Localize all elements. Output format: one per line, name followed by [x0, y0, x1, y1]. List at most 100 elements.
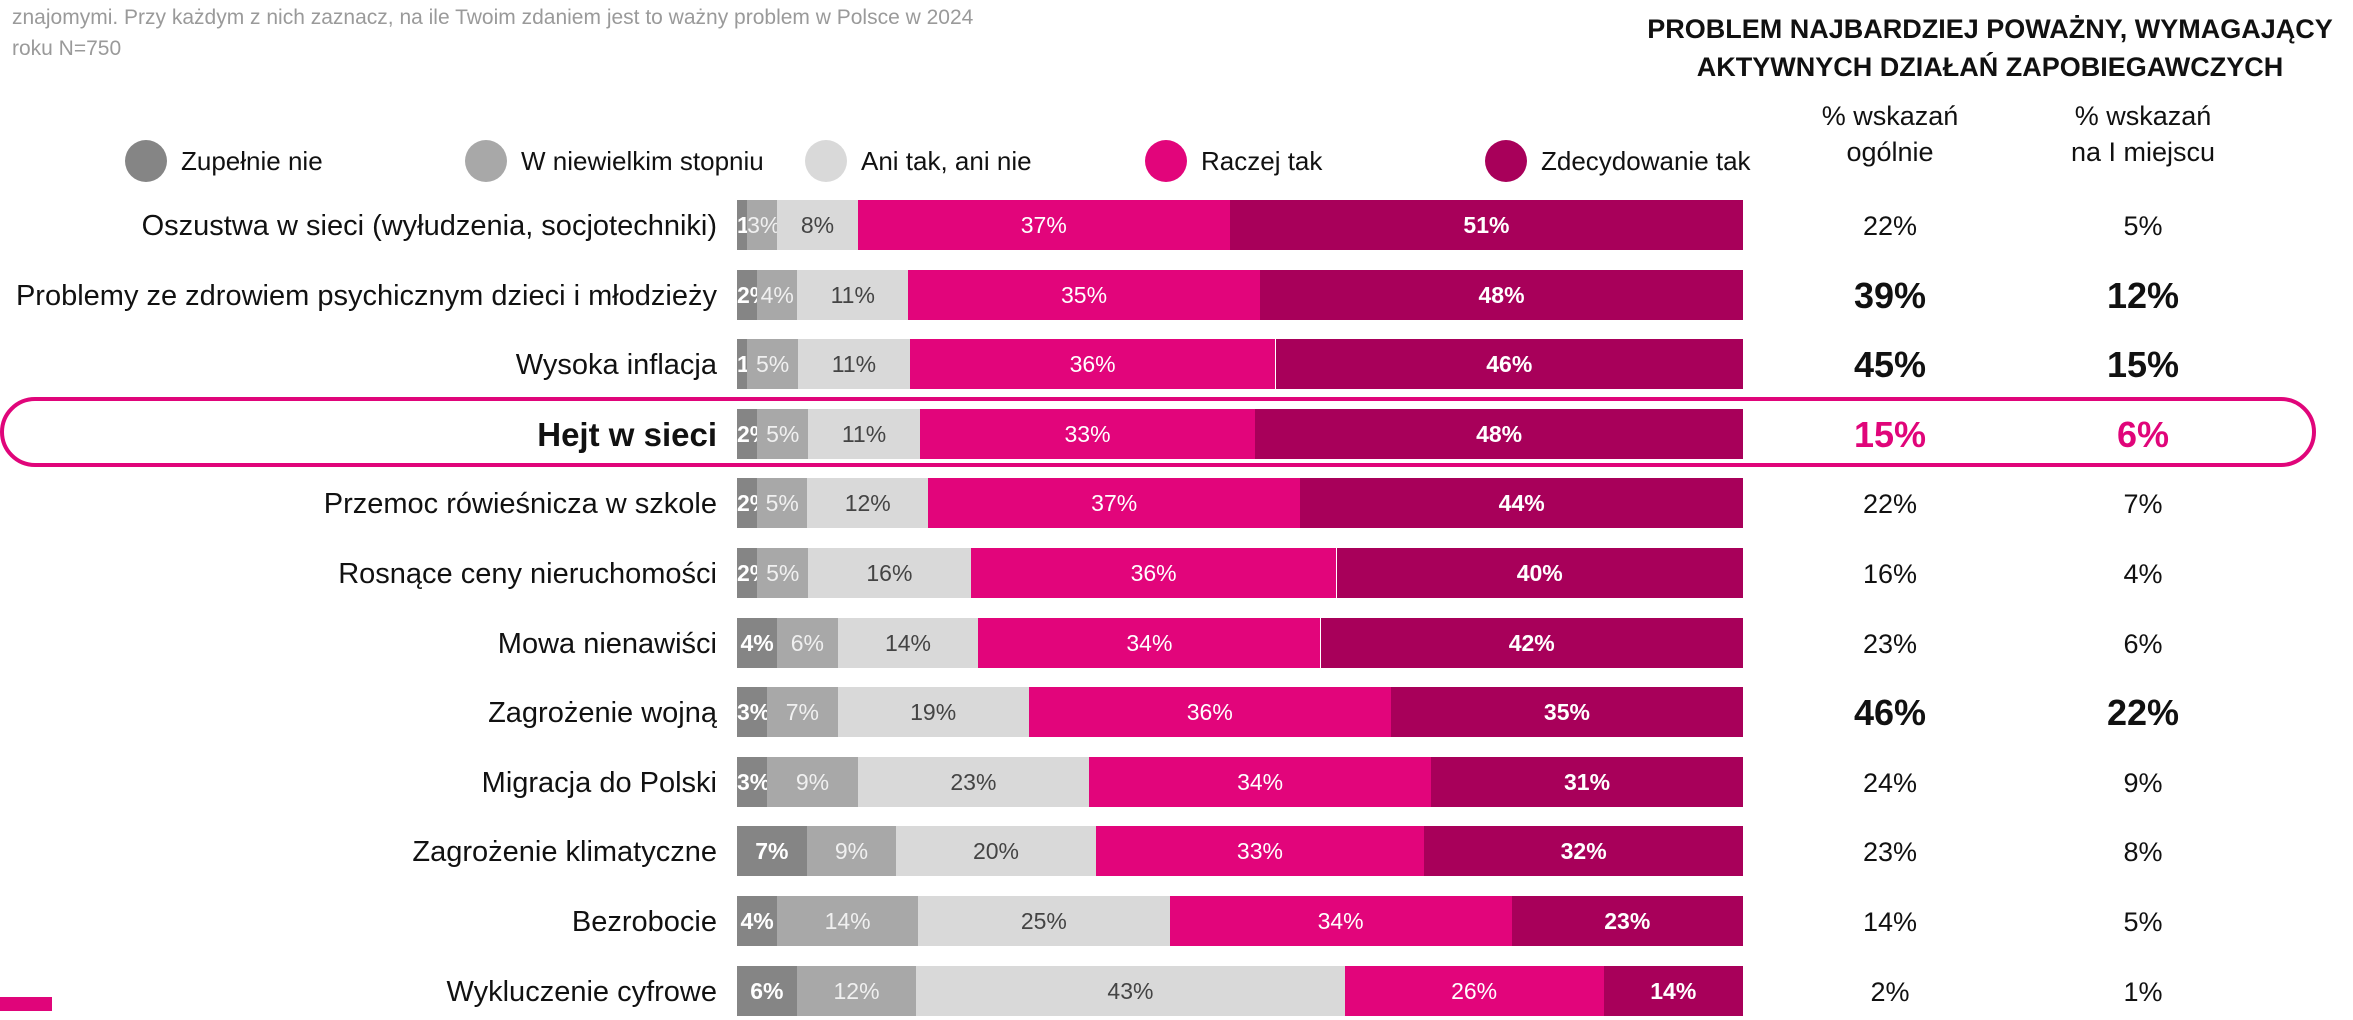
stacked-bar: 1%5% 11% 36% 46% — [737, 339, 1743, 389]
bar-segment: 6% — [737, 966, 797, 1016]
column-header-ogolnie-line-1: % wskazań — [1821, 101, 1959, 131]
data-label: 19% — [910, 699, 957, 725]
value-ogolnie: 45% — [1853, 344, 1927, 385]
category-label: Bezrobocie — [571, 906, 717, 938]
bar-segment: 12% — [796, 966, 917, 1016]
bar-segment: 23% — [857, 757, 1090, 807]
bar-segment: 14% — [837, 618, 979, 668]
data-label: 4% — [740, 908, 774, 934]
column-header-first-place-line-1: % wskazań — [2074, 101, 2212, 131]
legend-label-4: Zdecydowanie tak — [1541, 145, 1751, 176]
column-header-first-place-line-2: na I miejscu — [2070, 137, 2216, 167]
chart-row: Wysoka inflacja 1%5% 11% 36% 46% 45% 15% — [0, 337, 2353, 393]
chart-row: Wykluczenie cyfrowe 6% 12% 43% 26% 14% 2% 1% — [0, 964, 2353, 1020]
data-label: 5% — [766, 560, 800, 586]
right-panel-title: PROBLEM NAJBARDZIEJ POWAŻNY, WYMAGAJĄCY … — [1640, 10, 2340, 86]
chart-row: Zagrożenie wojną 3% 7% 19% 36% 35% 46% 22% — [0, 685, 2353, 741]
legend-swatch-3 — [1145, 140, 1187, 182]
bar-segment: 4% — [737, 896, 778, 946]
data-label: 48% — [1478, 282, 1525, 308]
bar-segment: 48% — [1255, 409, 1743, 459]
intro-text: znajomymi. Przy każdym z nich zaznacz, n… — [12, 2, 1092, 64]
data-label: 34% — [1237, 769, 1284, 795]
category-label: Wysoka inflacja — [515, 349, 717, 381]
bar-segment: 26% — [1344, 966, 1604, 1016]
legend-swatch-2 — [805, 140, 847, 182]
value-ogolnie: 23% — [1862, 837, 1918, 867]
stacked-bar: 7% 9% 20% 33% 32% — [737, 826, 1743, 876]
column-header-ogolnie-line-2: ogólnie — [1846, 137, 1934, 167]
bar-segment: 32% — [1424, 826, 1743, 876]
stacked-bar: 6% 12% 43% 26% 14% — [737, 966, 1743, 1016]
intro-line-2: roku N=750 — [12, 37, 122, 60]
bar-segment: 4% — [757, 270, 798, 320]
value-first-place: 4% — [2123, 559, 2163, 589]
bar-segment: 2% — [737, 270, 770, 320]
category-label: Rosnące ceny nieruchomości — [338, 558, 717, 590]
data-label: 11% — [830, 282, 875, 308]
bar-segment: 14% — [777, 896, 918, 946]
data-label: 6% — [750, 978, 784, 1004]
data-label: 36% — [1069, 351, 1116, 377]
value-ogolnie: 46% — [1853, 692, 1927, 733]
highlight-outline — [0, 397, 2316, 467]
right-title-line-2: AKTYWNYCH DZIAŁAŃ ZAPOBIEGAWCZYCH — [1696, 52, 2284, 82]
data-label: 14% — [884, 630, 932, 656]
data-label: 14% — [824, 908, 871, 934]
data-label: 3% — [737, 699, 771, 725]
value-ogolnie: 16% — [1862, 559, 1918, 589]
bar-segment: 40% — [1336, 548, 1743, 598]
data-label: 5% — [765, 490, 799, 516]
data-label: 4% — [760, 282, 794, 308]
data-label: 5% — [755, 351, 790, 377]
data-label: 12% — [833, 978, 880, 1004]
brand-logo-fragment — [0, 997, 52, 1011]
bar-segment: 31% — [1431, 757, 1743, 807]
data-label: 32% — [1560, 838, 1607, 864]
data-label: 16% — [866, 560, 913, 586]
value-ogolnie: 39% — [1853, 275, 1927, 316]
intro-line-1: znajomymi. Przy każdym z nich zaznacz, n… — [12, 6, 974, 29]
value-ogolnie: 24% — [1862, 768, 1918, 798]
data-label: 34% — [1317, 908, 1364, 934]
legend-item-3: Raczej tak — [1145, 140, 1322, 182]
data-label: 31% — [1564, 769, 1611, 795]
category-label: Zagrożenie klimatyczne — [412, 836, 717, 868]
data-label: 23% — [1604, 908, 1651, 934]
data-label: 7% — [755, 838, 789, 864]
data-label: 8% — [800, 212, 835, 238]
value-ogolnie: 2% — [1870, 977, 1910, 1007]
value-first-place: 6% — [2123, 629, 2163, 659]
data-label: 11% — [841, 421, 887, 447]
value-first-place: 5% — [2123, 907, 2163, 937]
chart-row: Przemoc rówieśnicza w szkole 2% 5% 12% 37% 44… — [0, 476, 2353, 532]
bar-segment: 5% — [757, 548, 809, 598]
data-label: 37% — [1091, 490, 1138, 516]
bar-segment: 14% — [1603, 966, 1743, 1016]
data-label: 48% — [1476, 421, 1523, 447]
stacked-bar: 3% 9% 23% 34% 31% — [737, 757, 1743, 807]
legend-swatch-1 — [465, 140, 507, 182]
bar-segment: 33% — [1095, 826, 1425, 876]
category-label: Przemoc rówieśnicza w szkole — [323, 488, 717, 520]
stacked-bar: 4% 6% 14% 34% 42% — [737, 618, 1743, 668]
bar-segment: 35% — [1390, 687, 1743, 737]
bar-segment: 46% — [1275, 339, 1743, 389]
category-label: Zagrożenie wojną — [488, 697, 717, 729]
data-label: 11% — [831, 351, 877, 377]
bar-segment: 34% — [1169, 896, 1512, 946]
data-label: 42% — [1508, 630, 1555, 656]
legend-label-3: Raczej tak — [1201, 145, 1323, 176]
legend-item-0: Zupełnie nie — [125, 140, 323, 182]
data-label: 43% — [1107, 978, 1154, 1004]
bar-segment: 3% — [747, 200, 780, 250]
bar-segment: 11% — [797, 270, 909, 320]
legend-item-2: Ani tak, ani nie — [805, 140, 1032, 182]
category-label: Problemy ze zdrowiem psychicznym dzieci … — [15, 280, 717, 312]
bar-segment: 16% — [808, 548, 971, 598]
data-label: 34% — [1126, 630, 1173, 656]
bar-segment: 5% — [747, 339, 798, 389]
bar-segment: 12% — [807, 478, 929, 528]
chart-row: Migracja do Polski 3% 9% 23% 34% 31% 24% 9% — [0, 755, 2353, 811]
